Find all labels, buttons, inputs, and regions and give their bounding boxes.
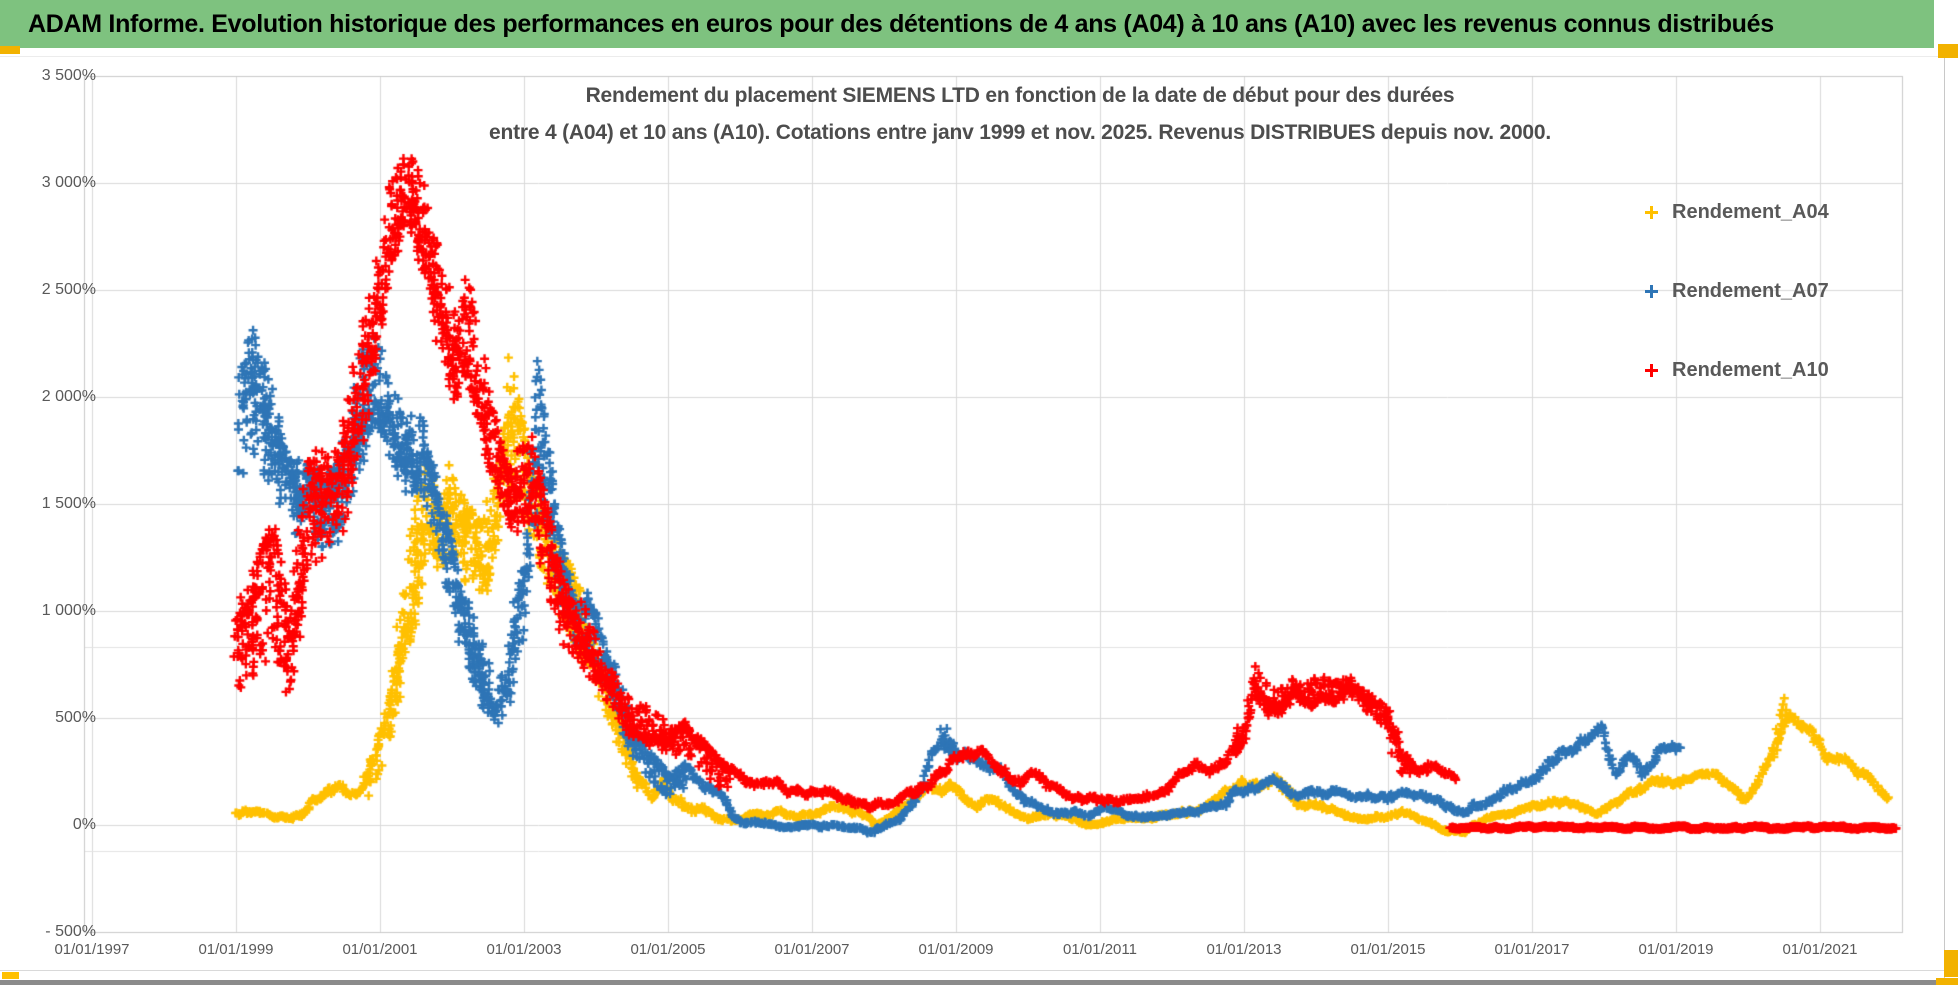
- x-axis-tick-label: 01/01/2013: [1206, 941, 1282, 958]
- x-axis-tick-label: 01/01/2015: [1350, 941, 1426, 958]
- x-axis-tick-label: 01/01/2017: [1494, 941, 1570, 958]
- x-axis-tick-label: 01/01/2019: [1638, 941, 1714, 958]
- axis-bottom-rule: [0, 970, 1958, 971]
- selection-handle-bottom-right-corner: [1936, 978, 1958, 985]
- y-axis-tick-label: 1 500%: [41, 495, 96, 513]
- scroll-thumb-bottom-left[interactable]: [2, 972, 19, 979]
- chart-title-line2: entre 4 (A04) et 10 ans (A10). Cotations…: [488, 121, 1552, 144]
- selection-handle-top-right: [1938, 44, 1958, 58]
- y-axis-tick-label: 0%: [72, 816, 96, 833]
- y-axis-tick-label: 3 000%: [41, 174, 96, 192]
- legend-item-label: Rendement_A10: [1672, 358, 1829, 381]
- x-axis-tick-label: 01/01/2003: [486, 941, 562, 958]
- x-axis-tick-label: 01/01/2001: [342, 941, 418, 958]
- y-axis-tick-label: 1 000%: [41, 602, 96, 620]
- legend-item-label: Rendement_A07: [1672, 279, 1829, 302]
- x-axis-tick-label: 01/01/2009: [918, 941, 994, 958]
- x-axis-tick-label: 01/01/2007: [774, 941, 850, 958]
- legend-plus-marker-icon: [1645, 205, 1658, 219]
- legend-plus-marker-icon: [1645, 284, 1658, 298]
- legend-item-rendement_a04[interactable]: Rendement_A04: [1645, 198, 1945, 226]
- sheet-bottom-bar: [0, 980, 1958, 985]
- y-axis-tick-label: 2 500%: [41, 281, 96, 299]
- y-axis-tick-label: - 500%: [45, 922, 96, 940]
- x-axis-tick-label: 01/01/2005: [630, 941, 706, 958]
- y-axis-tick-label: 2 000%: [41, 388, 96, 406]
- sheet-right-border: [1944, 44, 1945, 984]
- legend-item-rendement_a07[interactable]: Rendement_A07: [1645, 277, 1945, 305]
- x-axis-tick-label: 01/01/2011: [1063, 941, 1137, 958]
- chart-legend: Rendement_A04 Rendement_A07 Rendement_A10: [1645, 198, 1945, 435]
- legend-item-label: Rendement_A04: [1672, 200, 1829, 223]
- legend-plus-marker-icon: [1645, 363, 1658, 377]
- x-axis-tick-label: 01/01/2021: [1782, 941, 1858, 958]
- chart-title-line1: Rendement du placement SIEMENS LTD en fo…: [585, 84, 1455, 107]
- y-axis-tick-label: 500%: [55, 709, 96, 727]
- x-axis-tick-label: 01/01/1999: [198, 941, 274, 958]
- selection-handle-bottom-right: [1944, 950, 1958, 977]
- legend-item-rendement_a10[interactable]: Rendement_A10: [1645, 356, 1945, 384]
- x-axis-tick-label: 01/01/1997: [54, 941, 130, 958]
- y-axis-tick-label: 3 500%: [41, 67, 96, 85]
